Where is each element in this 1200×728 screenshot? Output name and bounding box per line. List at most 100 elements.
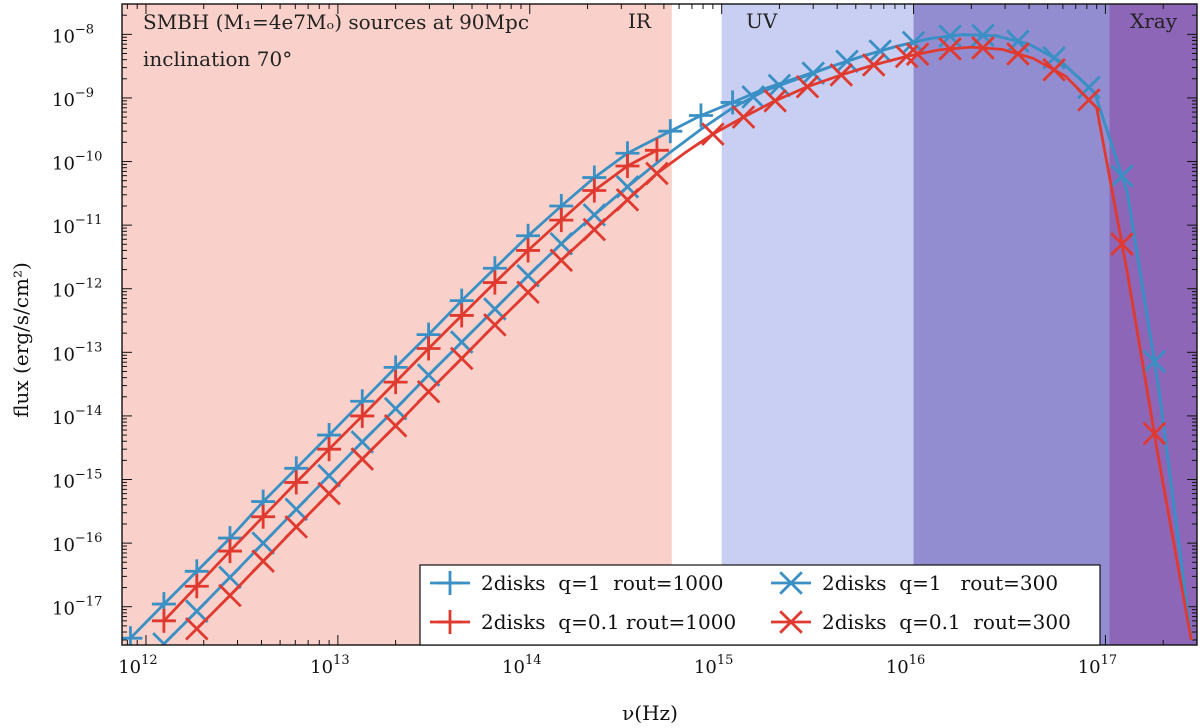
legend-label-s2: 2disks q=1 rout=300 (822, 571, 1058, 595)
series-2-point (251, 531, 275, 555)
legend-label-s0: 2disks q=1 rout=1000 (481, 571, 723, 595)
legend-label-s3: 2disks q=0.1 rout=300 (822, 610, 1071, 634)
y-tick-label: 10−13 (52, 340, 102, 365)
series-0-point (658, 119, 683, 144)
y-tick-label: 10−14 (52, 404, 102, 429)
series-3-point (615, 188, 640, 212)
series-3-point (416, 379, 441, 404)
legend-marker-s1 (438, 610, 462, 634)
series-3-point (251, 549, 275, 573)
series-2-point (218, 565, 242, 590)
series-line-1 (162, 149, 658, 622)
y-tick-label: 10−9 (52, 86, 94, 111)
band-ir (122, 4, 672, 645)
series-3-point (829, 63, 854, 87)
axes-ticks (122, 4, 1198, 645)
series-1-point (482, 270, 507, 295)
series-3-point (645, 161, 669, 186)
series-2-point (284, 497, 309, 522)
series-1-point (416, 336, 441, 361)
series-3-point (905, 42, 930, 66)
series-3-point (516, 280, 540, 305)
series-0-point (688, 103, 713, 128)
band-label-ir: IR (628, 9, 652, 33)
series-1-point (184, 574, 209, 599)
series-1-point (449, 303, 474, 328)
band-label-uv: UV (746, 9, 778, 33)
series-2-point (516, 263, 540, 288)
y-tick-label: 10−17 (52, 595, 102, 620)
series-3-point (763, 89, 787, 113)
series-1-point (383, 370, 408, 395)
legend-label-s1: 2disks q=0.1 rout=1000 (481, 610, 736, 634)
series-1-point (350, 403, 375, 428)
series-3-point (1006, 42, 1030, 66)
y-tick-label: 10−15 (52, 468, 102, 493)
series-2-point (1142, 349, 1167, 374)
series-3-point (549, 248, 574, 273)
series-3-point (938, 37, 962, 61)
legend-marker-s3 (779, 610, 803, 634)
series-2-point (801, 61, 826, 85)
series-3-point (731, 105, 756, 129)
annotation-source: SMBH (M₁=4e7Mₒ) sources at 90Mpc (143, 10, 529, 34)
series-1-point (516, 238, 541, 263)
series-2-point (383, 396, 408, 421)
x-tick-label: 1012 (118, 653, 157, 678)
series-2-point (1110, 164, 1134, 188)
series-2-point (741, 85, 765, 109)
frequency-bands (122, 4, 1197, 645)
series-3-point (449, 346, 474, 371)
series-1-point (644, 138, 669, 163)
series-2-point (416, 363, 441, 387)
legend-box (419, 564, 1101, 646)
y-tick-label: 10−10 (52, 150, 102, 175)
series-2-point (317, 463, 341, 488)
band-deep-uv (913, 4, 1110, 645)
series-3-point (483, 313, 507, 337)
series-3-point (185, 616, 209, 641)
series-3-point (971, 36, 995, 60)
series-1-point (151, 608, 176, 633)
series-2-point (152, 632, 176, 645)
x-tick-label: 1014 (502, 653, 541, 678)
series-2-point (767, 73, 792, 98)
series-3-point (795, 74, 820, 99)
series-1-point (549, 208, 574, 233)
series-2-point (350, 430, 375, 454)
series-3-point (317, 481, 341, 506)
series-3-point (350, 447, 375, 471)
series-3-point (1142, 421, 1167, 446)
x-tick-label: 1013 (310, 653, 349, 678)
y-tick-label: 10−16 (52, 531, 102, 556)
series-3-point (284, 515, 309, 539)
band-label-xray: Xray (1130, 9, 1178, 33)
tick-labels: 1012 1013 1014 1015 1016 1017 10−17 10−16 10−15 1… (52, 22, 1117, 678)
series-2-point (868, 39, 892, 63)
y-tick-label: 10−11 (52, 213, 102, 238)
series-layer (122, 23, 1193, 645)
annotation-inclination: inclination 70° (143, 47, 292, 71)
x-tick-label: 1015 (694, 653, 733, 678)
series-1-point (251, 504, 276, 529)
series-2-point (549, 231, 574, 256)
legend-marker-s2 (779, 571, 803, 595)
x-tick-label: 1017 (1078, 653, 1117, 678)
series-1-point (317, 437, 342, 462)
legend-marker-s0 (438, 571, 462, 595)
series-3-point (383, 413, 408, 438)
x-axis-label: ν(Hz) (622, 701, 678, 725)
x-tick-label: 1016 (886, 653, 925, 678)
series-3-point (218, 583, 242, 608)
legend: 2disks q=1 rout=1000 2disks q=0.1 rout=1… (419, 564, 1101, 646)
y-tick-label: 10−12 (52, 277, 102, 302)
band-xray (1109, 4, 1197, 645)
series-1-point (582, 178, 607, 203)
series-3-point (1110, 232, 1134, 256)
series-2-point (835, 49, 859, 74)
series-3-point (582, 217, 607, 242)
series-1-point (284, 470, 309, 495)
series-1-point (217, 539, 242, 564)
y-axis-label: flux (erg/s/cm²) (9, 262, 33, 418)
